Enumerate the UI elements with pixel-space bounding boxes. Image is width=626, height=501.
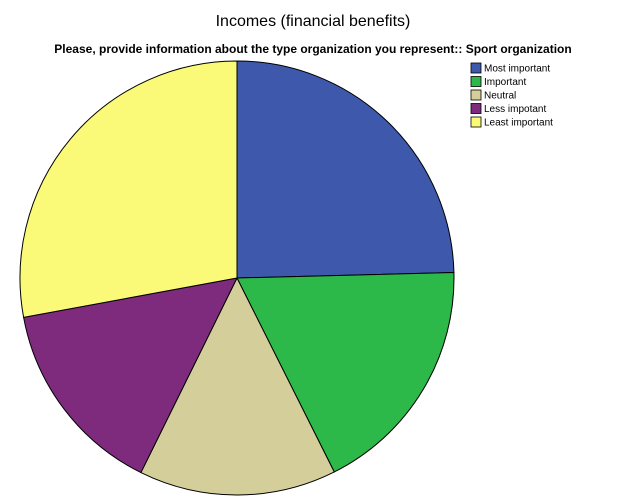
legend-swatch [470, 116, 482, 128]
legend-swatch [470, 62, 482, 74]
legend-label: Less impotant [484, 104, 546, 115]
pie-slice [236, 60, 455, 279]
chart-title: Incomes (financial benefits) [216, 13, 411, 30]
legend-swatch [470, 76, 482, 87]
chart-subtitle: Please, provide information about the ty… [54, 42, 571, 56]
pie-slice [23, 277, 238, 474]
legend-swatch [470, 103, 482, 114]
legend-label: Neutral [484, 91, 516, 102]
legend-label: Least important [484, 118, 553, 129]
pie-slice [19, 60, 238, 318]
legend-swatch [470, 89, 482, 101]
pie-slice [140, 276, 335, 496]
legend-label: Most important [484, 64, 550, 75]
legend-label: Important [484, 77, 526, 88]
pie-slice [236, 272, 455, 473]
